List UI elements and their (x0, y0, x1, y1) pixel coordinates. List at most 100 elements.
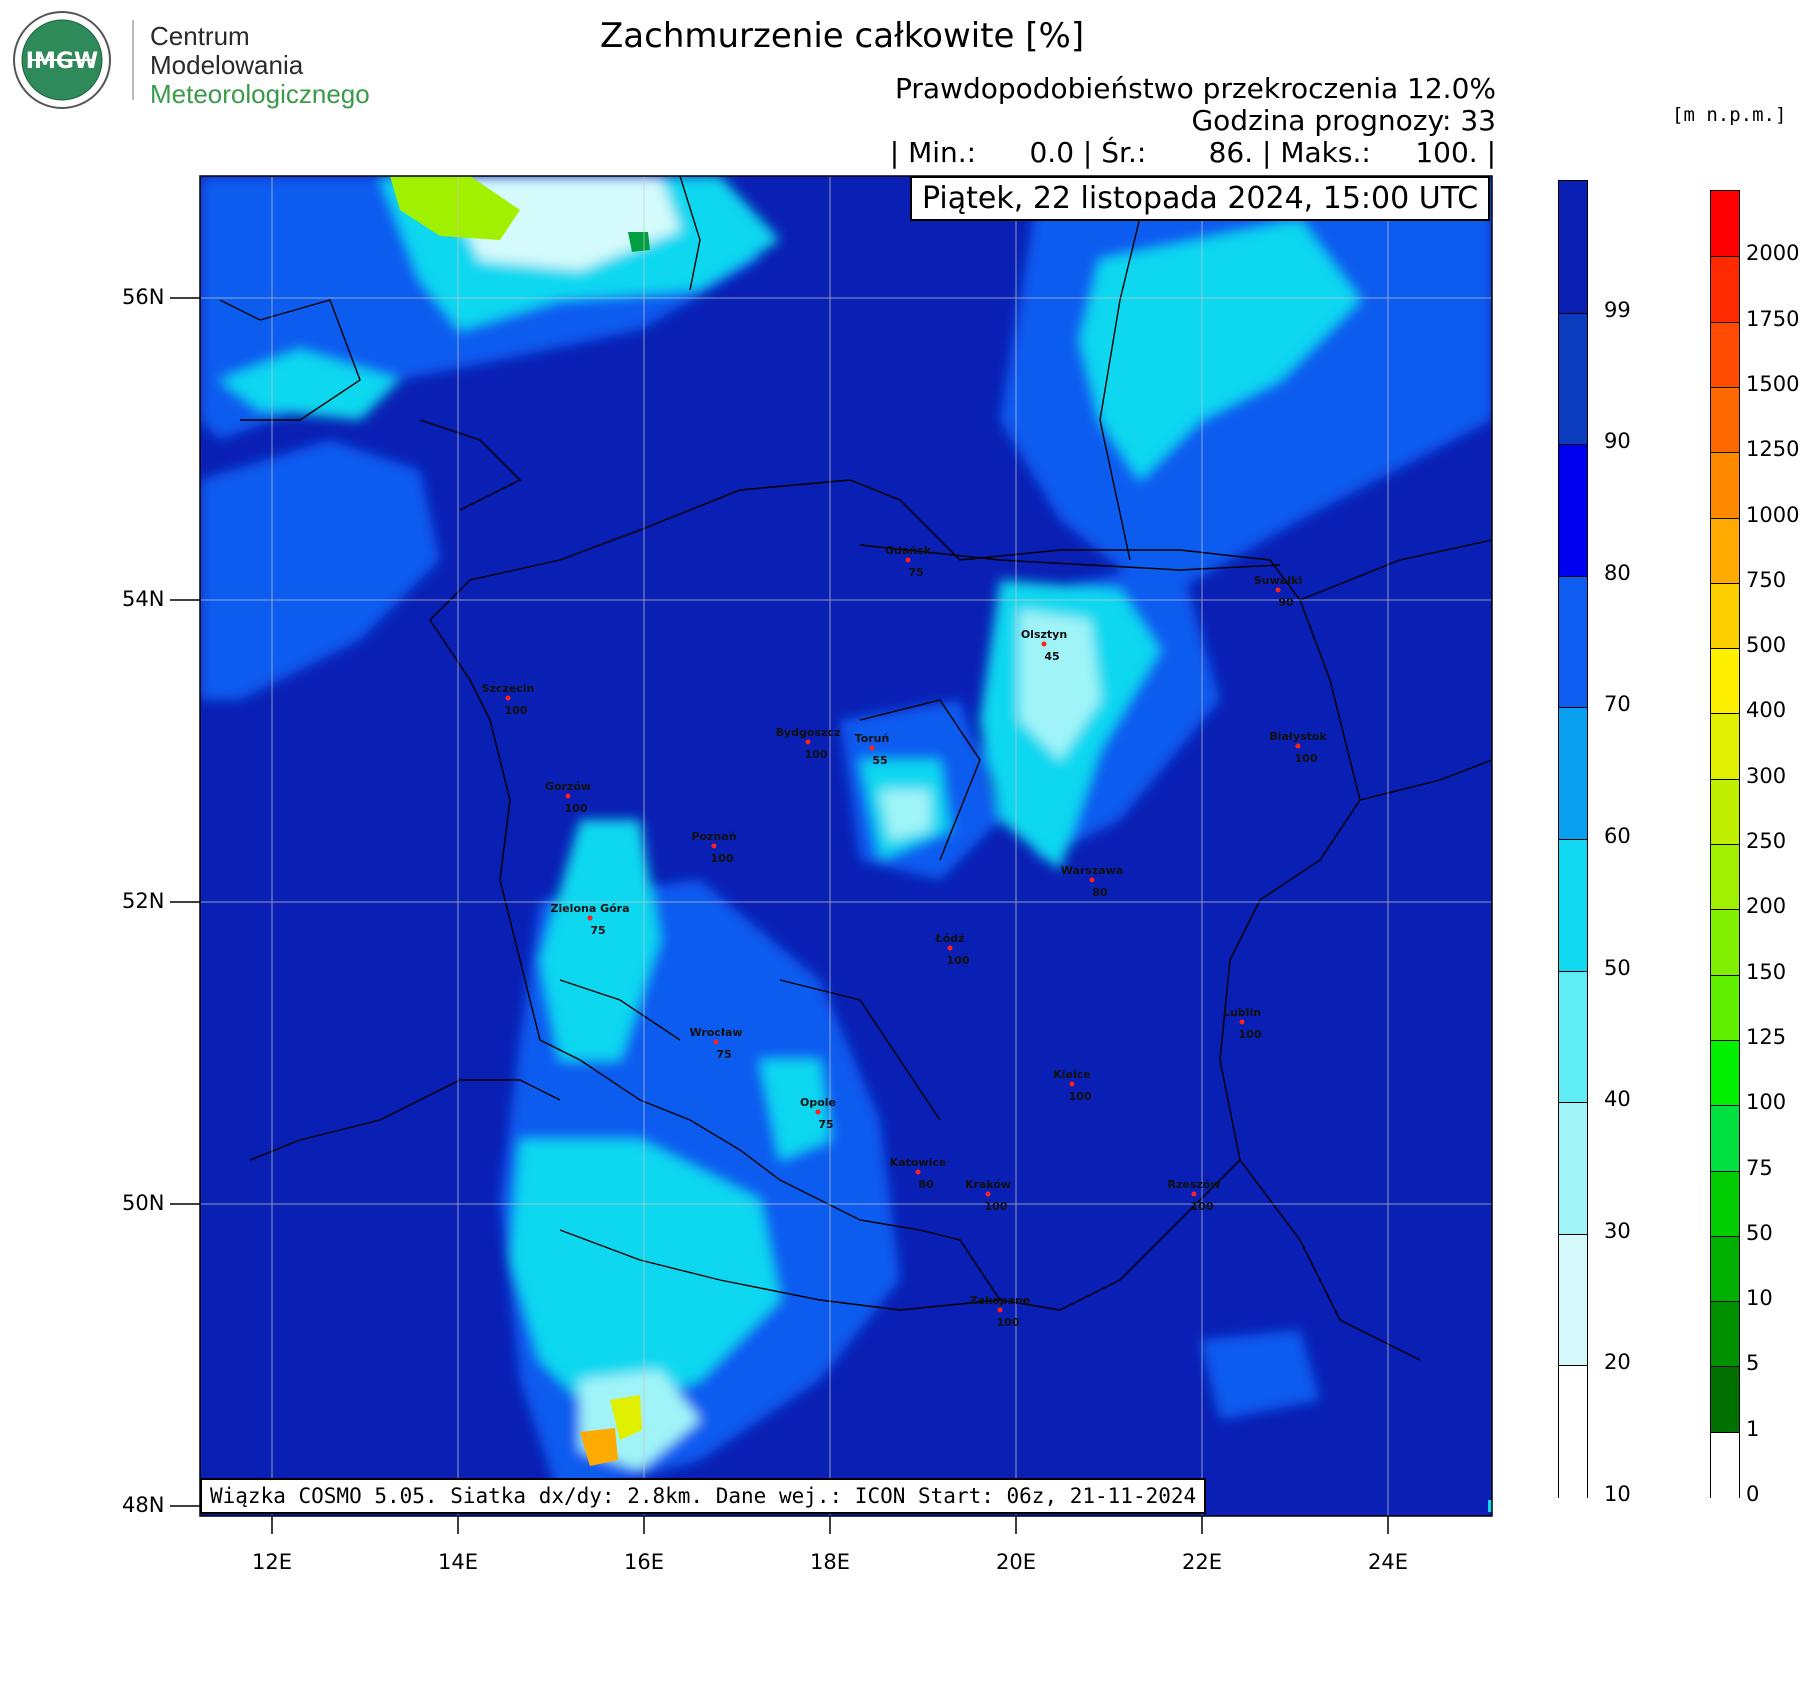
city-markers: Gdańsk75Suwałki90Olsztyn45Szczecin100Byd… (482, 544, 1328, 1329)
cloud-colorbar-segment (1559, 970, 1587, 1104)
city-marker: Kielce 100 (1053, 1068, 1092, 1103)
terrain-tick-label: 1 (1746, 1416, 1760, 1441)
city-name: Warszawa (1061, 864, 1124, 877)
logo: IMGW Centrum Modelowania Meteorologiczne… (10, 8, 380, 112)
city-dot (1239, 1019, 1245, 1025)
city-dot (815, 1109, 821, 1115)
city-value: 45 (1044, 650, 1059, 663)
cloud-colorbar-segment (1559, 707, 1587, 841)
city-name: Bydgoszcz (776, 726, 841, 739)
city-dot (805, 739, 811, 745)
city-marker: Zakopane 100 (970, 1294, 1031, 1329)
city-dot (505, 695, 511, 701)
city-name: Zakopane (970, 1294, 1031, 1307)
terrain-colorbar-segment (1711, 909, 1739, 977)
lon-label-22e: 22E (1182, 1550, 1222, 1574)
terrain-tick-label: 250 (1746, 829, 1787, 853)
terrain-tick-label: 50 (1746, 1220, 1773, 1245)
cloud-colorbar-segment (1559, 1233, 1587, 1367)
city-value: 100 (1295, 752, 1318, 765)
city-marker: Lublin 100 (1223, 1006, 1262, 1041)
cloud-tick-label: 40 (1604, 1087, 1631, 1112)
cloud-tick-label: 60 (1604, 824, 1631, 848)
city-name: Opole (800, 1096, 836, 1109)
city-name: Poznań (691, 830, 736, 843)
forecast-hour-text: Godzina prognozy: 33 (1191, 104, 1496, 137)
lon-label-12e: 12E (252, 1550, 292, 1574)
cloud-tick-label: 80 (1604, 560, 1631, 585)
city-marker: Gdańsk 75 (885, 544, 932, 579)
terrain-tick-label: 400 (1746, 698, 1787, 723)
terrain-tick-label: 75 (1746, 1155, 1773, 1180)
city-marker: Toruń 55 (855, 732, 890, 767)
city-dot (565, 793, 571, 799)
lat-label-50n: 50N (122, 1191, 165, 1215)
terrain-colorbar-segment (1711, 1366, 1739, 1434)
terrain-colorbar-segment (1711, 1301, 1739, 1368)
terrain-colorbar-segment (1711, 386, 1739, 454)
city-marker: Bydgoszcz 100 (776, 726, 841, 761)
city-name: Kielce (1053, 1068, 1091, 1081)
city-dot (1191, 1191, 1197, 1197)
lon-label-24e: 24E (1368, 1550, 1408, 1574)
cloud-colorbar-segment (1559, 839, 1587, 973)
city-value: 100 (805, 748, 828, 761)
lon-label-16e: 16E (624, 1550, 664, 1574)
city-value: 100 (505, 704, 528, 717)
city-value: 100 (1239, 1028, 1262, 1041)
city-value: 80 (918, 1178, 934, 1191)
city-dot (869, 745, 875, 751)
city-dot (915, 1169, 921, 1175)
country-borders (219, 176, 1492, 1361)
city-name: Łódź (935, 932, 965, 945)
city-dot (713, 1039, 719, 1045)
terrain-colorbar-segment (1711, 1105, 1739, 1172)
city-value: 90 (1278, 596, 1294, 609)
city-name: Suwałki (1254, 574, 1303, 587)
terrain-unit-label: [m n.p.m.] (1672, 104, 1787, 126)
city-name: Wrocław (689, 1026, 742, 1039)
lon-label-18e: 18E (810, 1550, 850, 1574)
terrain-colorbar-segment (1711, 582, 1739, 650)
terrain-tick-label: 5 (1746, 1351, 1760, 1376)
cloud-colorbar-segment (1559, 312, 1587, 446)
city-value: 100 (985, 1200, 1008, 1213)
cloud-tick-label: 20 (1604, 1350, 1631, 1375)
terrain-tick-label: 1250 (1746, 437, 1800, 462)
map-field: Gdańsk75Suwałki90Olsztyn45Szczecin100Byd… (200, 176, 1492, 1516)
cloud-tick-label: 99 (1604, 297, 1631, 322)
city-dot (905, 557, 911, 563)
city-marker: Warszawa 80 (1061, 864, 1124, 899)
terrain-tick-label: 0 (1746, 1482, 1760, 1506)
cloud-colorbar-segment (1559, 181, 1587, 314)
city-name: Gdańsk (885, 544, 932, 557)
terrain-colorbar-segment (1711, 974, 1739, 1042)
terrain-colorbar-segment (1711, 778, 1739, 846)
city-marker: Wrocław 75 (689, 1026, 742, 1061)
city-marker: Białystok 100 (1269, 730, 1327, 765)
city-dot (947, 945, 953, 951)
city-name: Lublin (1223, 1006, 1261, 1019)
cloud-tick-label: 70 (1604, 692, 1631, 717)
city-value: 75 (716, 1048, 731, 1061)
city-dot (1295, 743, 1301, 749)
stats-text: | Min.: 0.0 | Śr.: 86. | Maks.: 100. | (889, 136, 1496, 169)
terrain-tick-label: 1750 (1746, 306, 1800, 331)
city-marker: Kraków 100 (965, 1178, 1011, 1213)
city-name: Kraków (965, 1178, 1011, 1191)
terrain-colorbar-segment (1711, 1039, 1739, 1107)
city-marker: Olsztyn 45 (1021, 628, 1067, 663)
terrain-tick-label: 300 (1746, 763, 1787, 788)
city-marker: Gorzów 100 (545, 780, 591, 815)
city-marker: Łódź 100 (935, 932, 970, 967)
city-name: Olsztyn (1021, 628, 1067, 641)
logo-line-2: Modelowania (150, 50, 304, 80)
terrain-tick-label: 10 (1746, 1286, 1773, 1311)
city-name: Szczecin (482, 682, 535, 695)
lat-lon-grid (200, 176, 1492, 1516)
city-name: Katowice (890, 1156, 947, 1169)
terrain-colorbar-segment (1711, 844, 1739, 911)
cloud-colorbar-segment (1559, 1102, 1587, 1236)
terrain-tick-label: 750 (1746, 567, 1787, 592)
